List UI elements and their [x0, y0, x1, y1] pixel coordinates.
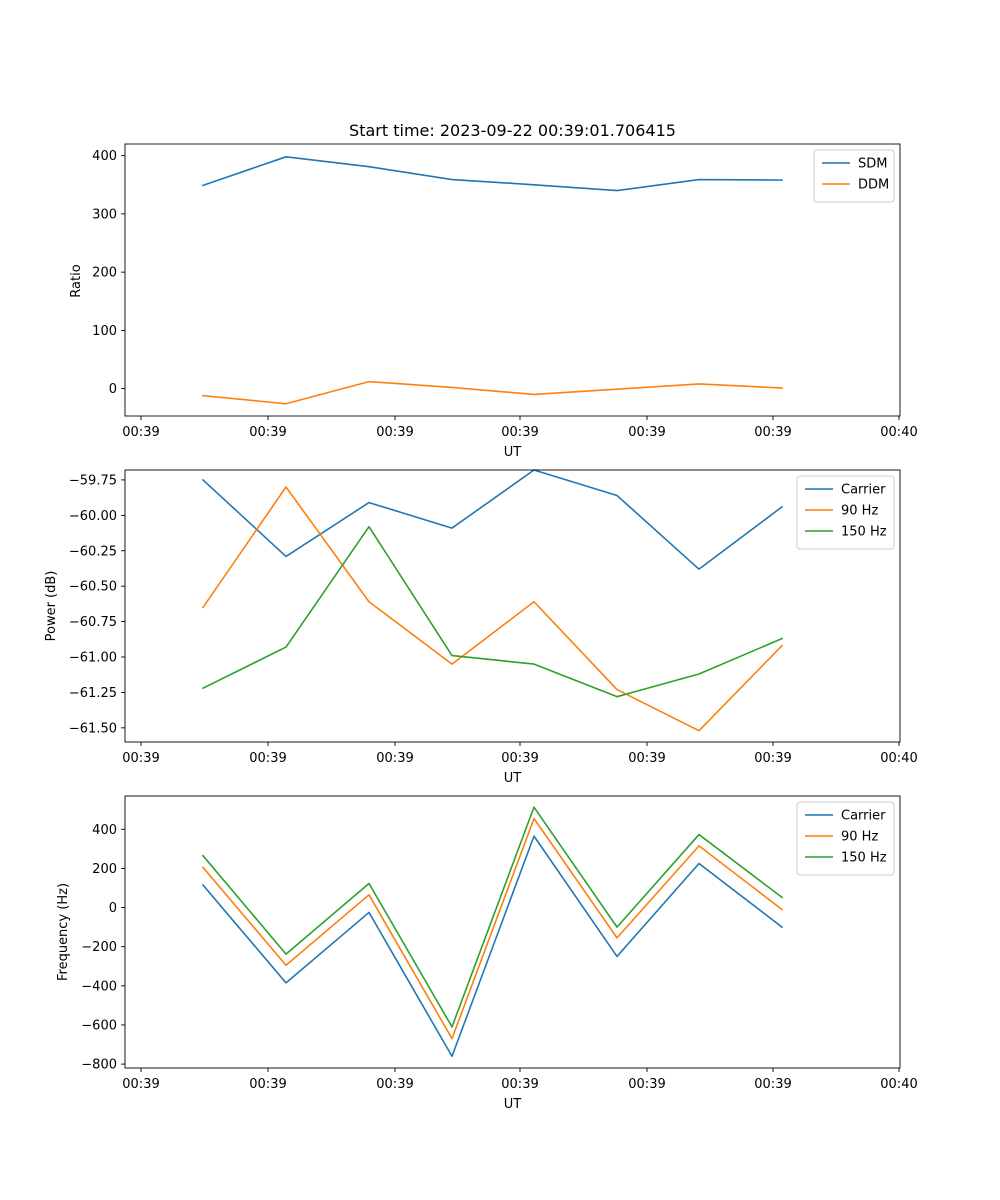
axes-frame [124, 795, 901, 1069]
x-tick-label: 00:39 [122, 1077, 159, 1092]
axes-frame [124, 143, 901, 417]
y-tick-label: −60.25 [69, 544, 117, 559]
legend-label: Carrier [841, 483, 886, 498]
y-tick-label: 300 [92, 207, 117, 222]
x-tick-label: 00:39 [249, 425, 286, 440]
legend: SDM DDM [813, 149, 895, 203]
x-tick-label: 00:39 [122, 751, 159, 766]
y-tick-label: −600 [81, 1018, 117, 1033]
y-tick-label: −800 [81, 1058, 117, 1073]
series-line-150-hz [201, 806, 784, 1028]
y-axis-label: Ratio [69, 264, 84, 297]
y-tick-label: 0 [109, 901, 117, 916]
frequency-panel: 00:39 00:39 00:39 00:39 00:39 00:39 00:40 −800 −… [56, 795, 918, 1112]
x-tick-label: 00:39 [628, 751, 665, 766]
y-tick-label: 100 [92, 324, 117, 339]
y-axis-label: Frequency (Hz) [56, 883, 71, 981]
y-axis-label: Power (dB) [44, 571, 59, 642]
x-axis-label: UT [504, 445, 522, 460]
figure-title: Start time: 2023-09-22 00:39:01.706415 [349, 121, 676, 140]
legend-label: 150 Hz [841, 525, 887, 540]
series-line-ddm [202, 380, 783, 405]
legend-label: Carrier [841, 809, 886, 824]
x-tick-label: 00:40 [880, 425, 917, 440]
axes-frame [124, 469, 901, 743]
x-tick-label: 00:39 [628, 425, 665, 440]
x-tick-label: 00:39 [628, 1077, 665, 1092]
series-line-90-hz [201, 817, 784, 1040]
y-tick-label: −60.75 [69, 615, 117, 630]
x-tick-label: 00:40 [880, 751, 917, 766]
series-line-90-hz [201, 486, 784, 732]
legend-label: 90 Hz [841, 504, 878, 519]
legend: Carrier 90 Hz 150 Hz [796, 801, 895, 876]
legend-label: SDM [858, 157, 887, 172]
x-axis-label: UT [504, 1097, 522, 1112]
x-tick-label: 00:39 [501, 1077, 538, 1092]
series-line-carrier [201, 469, 784, 570]
y-tick-label: 400 [92, 823, 117, 838]
x-tick-label: 00:39 [376, 1077, 413, 1092]
y-tick-label: −60.50 [69, 580, 117, 595]
series-line-150-hz [201, 525, 784, 698]
series-line-sdm [201, 156, 783, 192]
series-line-carrier [201, 835, 784, 1058]
y-tick-label: −400 [81, 979, 117, 994]
x-tick-label: 00:39 [122, 425, 159, 440]
x-tick-label: 00:40 [880, 1077, 917, 1092]
x-axis-label: UT [504, 771, 522, 786]
y-tick-label: 200 [92, 862, 117, 877]
y-tick-label: −60.00 [69, 509, 117, 524]
legend-label: DDM [858, 178, 889, 193]
y-tick-label: −59.75 [69, 473, 117, 488]
y-tick-label: 400 [92, 149, 117, 164]
x-tick-label: 00:39 [501, 425, 538, 440]
y-tick-label: −200 [81, 940, 117, 955]
y-tick-label: −61.50 [69, 721, 117, 736]
x-tick-label: 00:39 [754, 751, 791, 766]
x-tick-label: 00:39 [754, 425, 791, 440]
y-tick-label: −61.00 [69, 651, 117, 666]
legend-label: 90 Hz [841, 830, 878, 845]
legend-label: 150 Hz [841, 851, 887, 866]
power-panel: 00:39 00:39 00:39 00:39 00:39 00:39 00:40 −59.7… [44, 469, 918, 786]
x-tick-label: 00:39 [376, 751, 413, 766]
x-tick-label: 00:39 [501, 751, 538, 766]
y-tick-label: −61.25 [69, 686, 117, 701]
y-tick-label: 200 [92, 266, 117, 281]
x-tick-label: 00:39 [376, 425, 413, 440]
y-tick-label: 0 [109, 382, 117, 397]
ratio-panel: Start time: 2023-09-22 00:39:01.706415 0… [69, 121, 918, 460]
x-tick-label: 00:39 [249, 1077, 286, 1092]
x-tick-label: 00:39 [754, 1077, 791, 1092]
x-tick-label: 00:39 [249, 751, 286, 766]
legend: Carrier 90 Hz 150 Hz [796, 475, 895, 550]
